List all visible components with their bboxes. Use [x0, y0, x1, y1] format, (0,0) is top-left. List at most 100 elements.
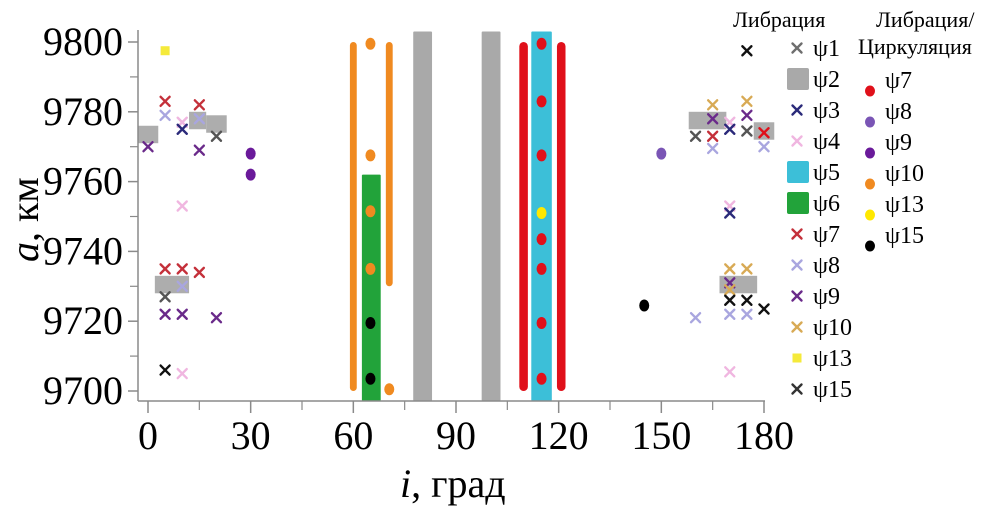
legend-marker-dot-icon — [865, 116, 875, 128]
x-tick-label: 120 — [529, 413, 589, 458]
x-stroke — [159, 291, 171, 303]
x-stroke — [724, 366, 736, 378]
x-stroke — [724, 284, 736, 296]
x-stroke — [176, 123, 188, 135]
legend-label: ψ15 — [813, 377, 852, 403]
legend-label: ψ7 — [813, 222, 840, 248]
data-point-9c — [245, 168, 256, 181]
legend-item-psi7: ψ7 — [791, 222, 840, 248]
data-point-8 — [176, 280, 188, 292]
legend-item-psi2: ψ2 — [787, 67, 840, 93]
data-point-15 — [210, 130, 223, 142]
legend-marker-square-icon — [787, 161, 809, 183]
x-stroke — [176, 263, 188, 275]
axis-titles: i, град a, км — [2, 177, 506, 506]
legend-marker-x-icon — [791, 228, 803, 240]
legend-marker-x-icon — [791, 104, 803, 116]
legend-label: ψ10 — [813, 315, 852, 341]
data-point-13 — [160, 46, 170, 56]
x-stroke — [193, 266, 206, 279]
y-tick-label: 9780 — [43, 89, 123, 134]
legend-label: ψ15 — [885, 223, 924, 249]
data-point-4 — [724, 366, 736, 378]
y-axis-title: a, км — [2, 177, 47, 262]
legend-item-psi9: ψ9 — [791, 284, 840, 310]
x-stroke — [741, 95, 753, 108]
x-stroke — [758, 303, 770, 315]
data-point-7c — [536, 372, 547, 385]
region-rect-psi2 — [753, 122, 775, 140]
legend: Либрация Либрация/ Циркуляция ψ1 ψ2 ψ3 ψ4 ψ5… — [733, 7, 975, 403]
x-stroke — [210, 312, 223, 324]
band-7librationcirculation — [556, 42, 566, 391]
x-stroke — [159, 263, 171, 275]
x-stroke — [724, 207, 736, 219]
data-point-15c — [365, 316, 376, 329]
x-stroke — [159, 95, 171, 108]
legend-libration-items: ψ1 ψ2 ψ3 ψ4 ψ5 ψ6 ψ7 ψ8 ψ9 ψ10 ψ13 ψ15 — [787, 36, 852, 403]
legend-marker-dot-icon — [865, 209, 875, 221]
data-point-15 — [741, 45, 753, 57]
x-stroke — [706, 99, 719, 111]
legend-marker-x-icon — [791, 321, 803, 333]
x-stroke — [176, 200, 188, 212]
data-point-10c — [384, 383, 395, 396]
x-tick-label: 30 — [231, 413, 271, 458]
x-stroke — [142, 140, 154, 153]
x-stroke — [176, 308, 188, 320]
data-point-8 — [159, 109, 171, 121]
legend-marker-x-icon — [791, 42, 803, 54]
legend-item-psi13: ψ13 — [792, 346, 852, 372]
legend-item-psi6: ψ6 — [787, 191, 840, 217]
x-stroke — [159, 364, 171, 376]
x-stroke — [724, 294, 736, 306]
x-stroke — [791, 383, 803, 395]
axes: 9700 9720 9740 9760 9780 9800 0 30 60 90 120 150 18… — [43, 19, 794, 458]
x-stroke — [193, 144, 206, 156]
bands-layer — [349, 31, 566, 402]
legend-marker-x-icon — [791, 259, 803, 271]
data-point-7 — [159, 95, 171, 108]
data-point-7c — [536, 37, 547, 50]
data-point-4 — [176, 367, 188, 380]
legend-item-psi10: ψ10 — [791, 315, 852, 341]
data-point-10 — [741, 95, 753, 108]
legend-marker-dot-icon — [865, 147, 875, 159]
x-tick-label: 150 — [631, 413, 691, 458]
x-stroke — [689, 312, 702, 324]
x-stroke — [724, 263, 736, 275]
legend-item-psi4: ψ4 — [791, 129, 840, 155]
x-tick-label: 0 — [138, 413, 158, 458]
data-point-9 — [210, 312, 223, 324]
legend-item-psi10c: ψ10 — [865, 161, 924, 190]
legend-marker-square-icon — [792, 353, 802, 363]
legend-label: ψ6 — [813, 191, 840, 217]
x-stroke — [706, 113, 719, 125]
legend-label: ψ4 — [813, 129, 840, 155]
x-tick-label: 90 — [436, 413, 476, 458]
x-stroke — [791, 104, 803, 116]
data-point-7c — [536, 262, 547, 275]
data-point-13c — [536, 207, 547, 220]
y-tick-label: 9760 — [43, 159, 123, 204]
data-point-15 — [689, 130, 702, 142]
data-point-10c — [365, 262, 376, 275]
data-point-8c — [656, 147, 667, 160]
x-tick-label: 60 — [333, 413, 373, 458]
x-stroke — [706, 130, 719, 142]
legend-marker-dot-icon — [865, 178, 875, 190]
legend-label: ψ7 — [885, 68, 912, 94]
data-point-10c — [365, 205, 376, 218]
x-stroke — [791, 290, 803, 302]
data-point-8 — [689, 312, 702, 324]
x-axis-var: i — [400, 461, 411, 506]
x-stroke — [706, 142, 719, 155]
legend-marker-x-icon — [791, 135, 803, 147]
x-stroke — [791, 259, 803, 271]
data-point-7c — [536, 95, 547, 108]
data-point-10 — [741, 263, 753, 275]
data-point-15 — [159, 291, 171, 303]
data-point-9 — [193, 144, 206, 156]
legend-header-libration: Либрация — [733, 7, 825, 32]
x-stroke — [791, 135, 803, 147]
